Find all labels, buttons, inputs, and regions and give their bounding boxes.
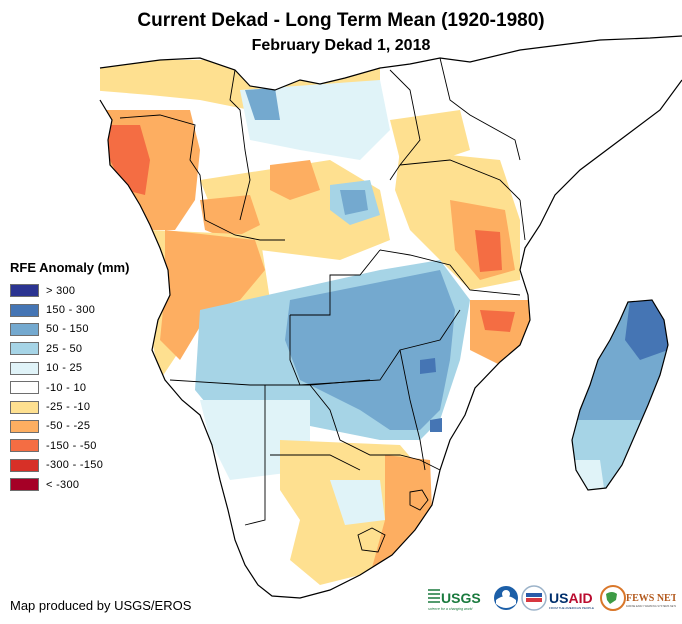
border-line [289, 309, 461, 386]
legend-swatch [10, 342, 39, 356]
usaid-logo-text: USAID [549, 590, 593, 606]
anomaly-zone-mozambique-north-severe [480, 310, 515, 332]
anomaly-zone-mozambique-core [430, 418, 442, 432]
anomaly-zone-madagascar-north [625, 300, 668, 360]
noaa-bird-icon [496, 596, 516, 608]
fewsnet-logo: FEWS NET FAMINE EARLY WARNING SYSTEMS NE… [600, 585, 676, 611]
anomaly-zone-congo-wet [240, 80, 390, 160]
anomaly-zone-congo-moderate-2 [200, 195, 260, 240]
legend-label: 10 - 25 [46, 362, 83, 375]
legend-item: 150 - 300 [10, 300, 129, 319]
legend-label: 150 - 300 [46, 304, 96, 317]
usaid-tagline: FROM THE AMERICAN PEOPLE [549, 606, 594, 610]
usgs-logo-text: USGS [441, 590, 481, 606]
legend-swatch [10, 419, 39, 433]
fewsnet-tagline: FAMINE EARLY WARNING SYSTEMS NETWORK [626, 605, 676, 608]
anomaly-zone-zambia-core [420, 358, 436, 374]
legend-item: -10 - 10 [10, 378, 129, 397]
legend: RFE Anomaly (mm) > 300 150 - 300 50 - 150 2… [10, 260, 129, 494]
legend-item: 25 - 50 [10, 339, 129, 358]
anomaly-zone-congo-moderate [270, 160, 320, 200]
legend-label: -25 - -10 [46, 401, 91, 414]
legend-label: -10 - 10 [46, 381, 87, 394]
legend-item: 50 - 150 [10, 320, 129, 339]
legend-swatch [10, 381, 39, 395]
noaa-logo [494, 586, 518, 610]
anomaly-field [100, 60, 682, 585]
anomaly-zone-kenya-dry [390, 110, 470, 160]
border-line [519, 199, 526, 241]
border-line [439, 57, 521, 161]
border-line [399, 159, 521, 201]
usgs-wave-icon [428, 589, 440, 603]
anomaly-zone-southern-wet [285, 270, 455, 430]
legend-swatch [10, 303, 39, 317]
legend-swatch [10, 439, 39, 453]
anomaly-zone-tanzania-severe [475, 230, 502, 272]
legend-item: -300 - -150 [10, 456, 129, 475]
border-line [244, 385, 266, 526]
legend-label: > 300 [46, 284, 76, 297]
border-line [169, 379, 371, 386]
legend-items: > 300 150 - 300 50 - 150 25 - 50 10 - 25 -10 … [10, 281, 129, 494]
anomaly-zone-congo-wet-core [245, 88, 280, 120]
africa-coastline [99, 35, 682, 599]
legend-label: < -300 [46, 478, 80, 491]
anomaly-zone-south-africa-wet [330, 480, 385, 525]
legend-swatch [10, 322, 39, 336]
legend-swatch [10, 400, 39, 414]
border-line [229, 69, 251, 221]
legend-label: -50 - -25 [46, 420, 91, 433]
border-line [270, 454, 361, 471]
partner-logos: USGS science for a changing world USAID … [428, 585, 676, 611]
anomaly-zone-south-africa-east [370, 455, 432, 575]
legend-swatch [10, 458, 39, 472]
legend-swatch [10, 478, 39, 492]
legend-swatch [10, 284, 39, 298]
anomaly-zone-angola-core [160, 230, 265, 360]
legend-item: -50 - -25 [10, 417, 129, 436]
border-line [399, 349, 426, 471]
border-line [409, 489, 429, 511]
usgs-logo: USGS science for a changing world [428, 589, 481, 611]
legend-label: -150 - -50 [46, 439, 97, 452]
map-title: Current Dekad - Long Term Mean (1920-198… [137, 10, 545, 31]
legend-swatch [10, 361, 39, 375]
anomaly-zone-drc-east-core [340, 190, 368, 215]
legend-item: -150 - -50 [10, 436, 129, 455]
madagascar-coastline [571, 299, 669, 491]
legend-item: > 300 [10, 281, 129, 300]
legend-label: 25 - 50 [46, 342, 83, 355]
border-line [119, 114, 285, 241]
legend-item: -25 - -10 [10, 397, 129, 416]
legend-title: RFE Anomaly (mm) [10, 260, 130, 275]
border-line [357, 527, 386, 553]
anomaly-zone-gabon-core [105, 125, 150, 195]
border-line [389, 69, 421, 181]
usaid-logo: USAID FROM THE AMERICAN PEOPLE [521, 585, 594, 611]
legend-item: 10 - 25 [10, 359, 129, 378]
fewsnet-logo-text: FEWS NET [626, 593, 676, 604]
border-line [309, 384, 441, 471]
coastline [99, 35, 682, 599]
legend-label: -300 - -150 [46, 459, 104, 472]
legend-label: 50 - 150 [46, 323, 89, 336]
usgs-tagline: science for a changing world [428, 607, 473, 611]
map-credit: Map produced by USGS/EROS [10, 598, 192, 613]
border-line [379, 249, 521, 296]
border-line [290, 249, 381, 316]
map-subtitle: February Dekad 1, 2018 [251, 37, 431, 54]
country-borders [119, 57, 526, 553]
legend-item: < -300 [10, 475, 129, 494]
